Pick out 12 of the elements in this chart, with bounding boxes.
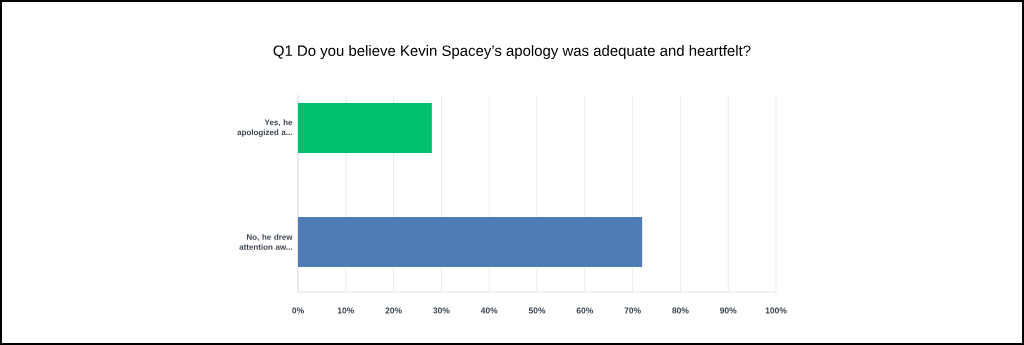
x-tick-label: 90%	[720, 307, 737, 314]
x-tick-label: 20%	[385, 307, 402, 314]
x-tick-label: 50%	[528, 307, 546, 314]
x-tick-label: 80%	[672, 307, 689, 314]
x-tick-label: 100%	[765, 307, 787, 314]
x-tick-label: 40%	[480, 307, 498, 314]
x-tick-label: 0%	[292, 307, 304, 314]
x-tick-label: 30%	[433, 307, 450, 314]
x-tick-label: 10%	[337, 307, 355, 314]
x-tick-label: 60%	[576, 307, 594, 314]
chart-title: Q1 Do you believe Kevin Spacey’s apology was adequate and heartfelt?	[273, 45, 751, 59]
x-tick-label: 70%	[624, 307, 641, 314]
